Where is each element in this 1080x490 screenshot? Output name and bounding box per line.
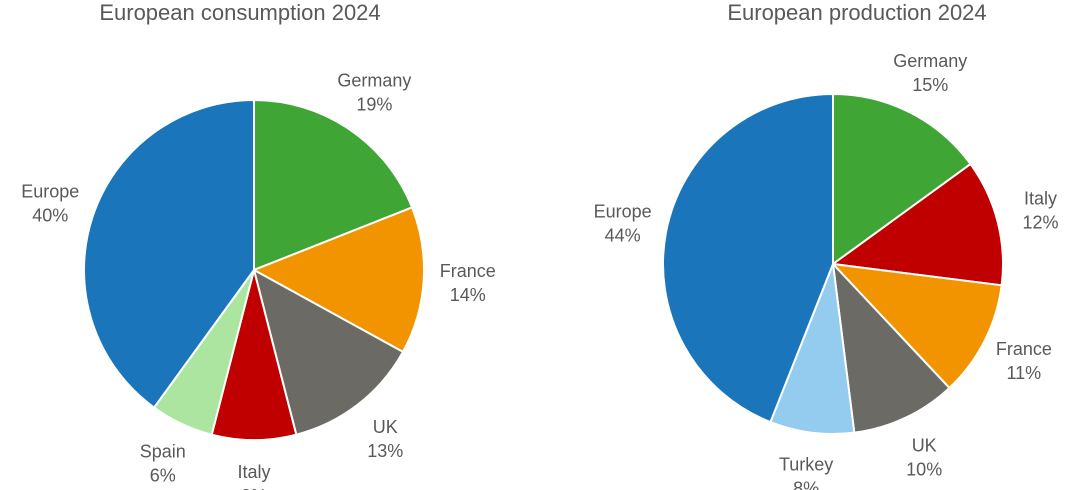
chart-title: European production 2024 <box>727 0 986 25</box>
slice-label: Italy <box>1024 188 1057 208</box>
chart-title: European consumption 2024 <box>99 0 380 25</box>
pie-slice <box>252 268 405 436</box>
slice-label: France <box>440 261 496 281</box>
pie-slice <box>83 98 255 409</box>
value-label: 8% <box>241 486 267 490</box>
value-label: 6% <box>150 466 176 486</box>
slice-label: France <box>996 339 1052 359</box>
pie-slice <box>830 162 1004 287</box>
value-label: 19% <box>356 95 392 115</box>
value-label: 40% <box>32 206 68 226</box>
pie-slice <box>253 98 414 272</box>
pie-slice <box>662 92 834 424</box>
slice-label: Italy <box>237 462 270 482</box>
value-label: 15% <box>912 75 948 95</box>
pie-slice <box>830 262 1003 390</box>
slice-label: Turkey <box>779 454 833 474</box>
value-label: 13% <box>367 441 403 461</box>
slice-label: Germany <box>893 51 967 71</box>
slice-label: Germany <box>337 71 411 91</box>
pie-slice <box>832 92 972 266</box>
slice-label: Spain <box>140 442 186 462</box>
value-label: 44% <box>605 226 641 246</box>
value-label: 10% <box>906 460 942 480</box>
value-label: 12% <box>1022 212 1058 232</box>
value-label: 11% <box>1007 363 1042 383</box>
slice-label: Europe <box>594 202 652 222</box>
slice-label: UK <box>912 436 937 456</box>
slice-label: Europe <box>21 182 79 202</box>
pie-slice <box>831 261 951 434</box>
pie-slice <box>251 206 425 354</box>
value-label: 14% <box>450 285 486 305</box>
value-label: 8% <box>793 478 819 490</box>
slice-label: UK <box>373 417 398 437</box>
